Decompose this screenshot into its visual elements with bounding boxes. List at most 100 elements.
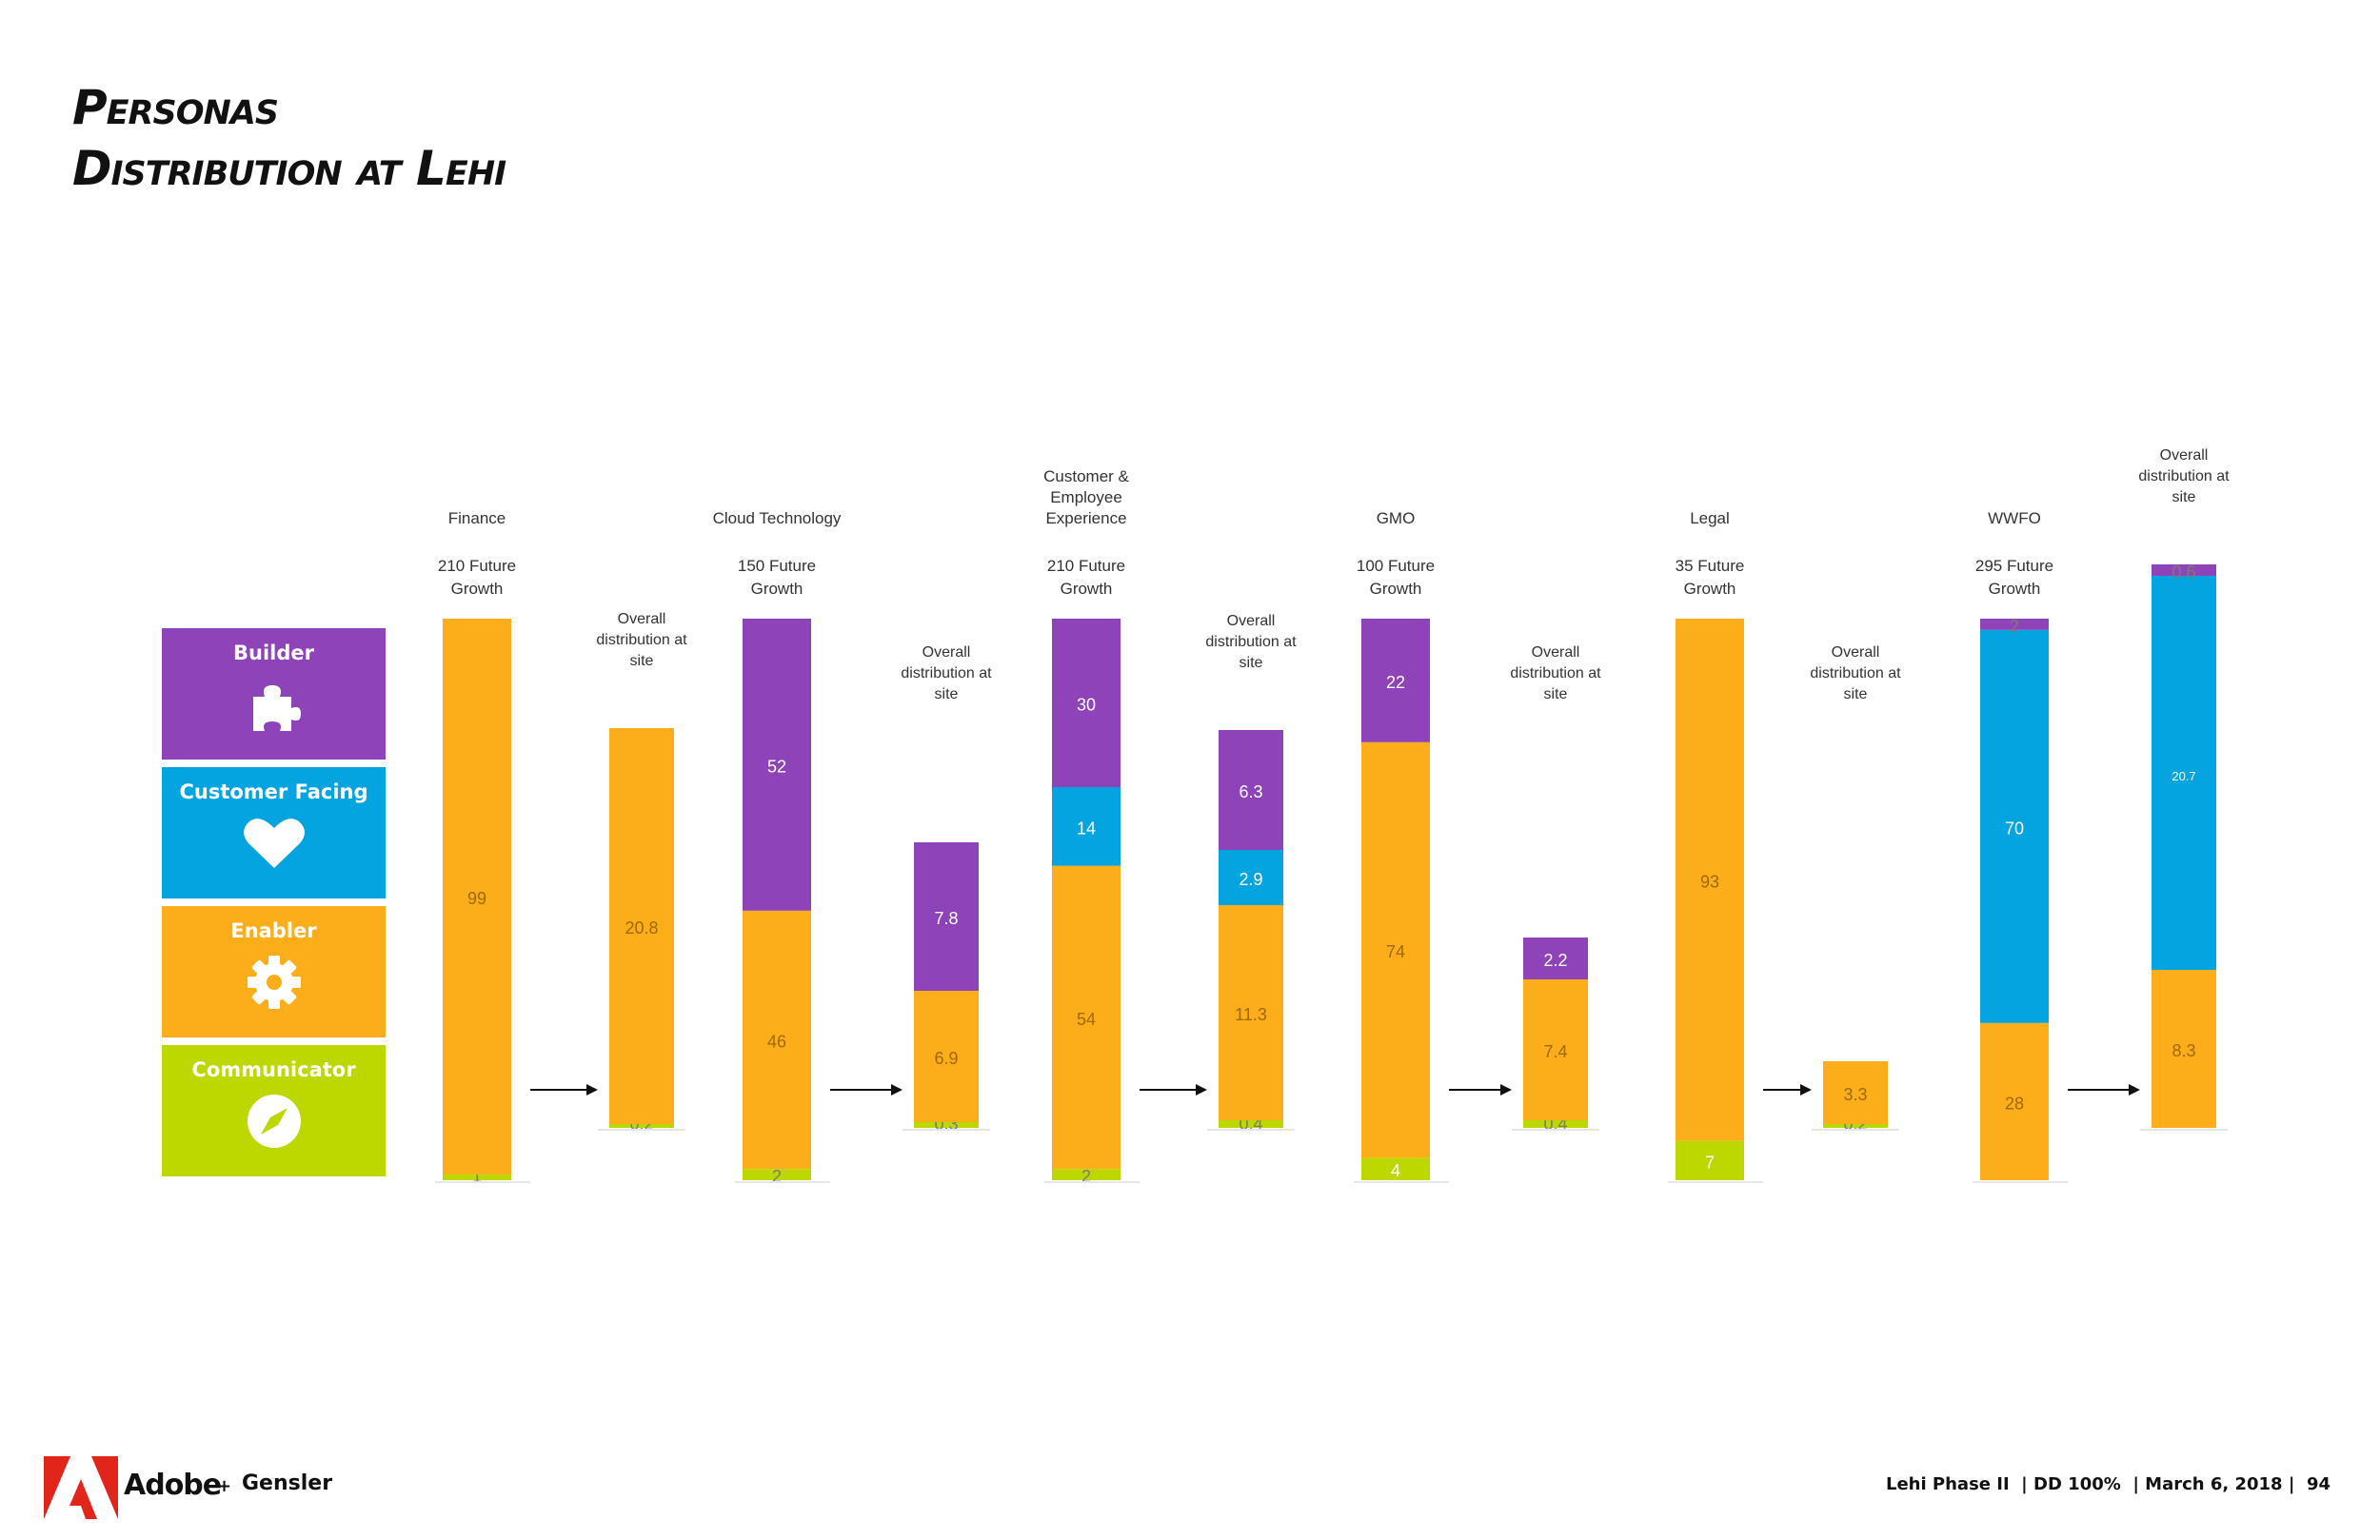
future-data-label: 2 xyxy=(1081,1167,1091,1186)
future-data-label: 22 xyxy=(1386,673,1405,692)
overall-bar-enabler xyxy=(609,728,674,1124)
overall-data-label: 0.6 xyxy=(2172,563,2195,582)
future-bar-builder xyxy=(1980,619,2049,630)
overall-data-label: 7.8 xyxy=(934,909,958,928)
overall-bar-communicator xyxy=(1523,1120,1588,1128)
gensler-wordmark: Gensler xyxy=(242,1471,333,1495)
future-bar-customer-facing xyxy=(1980,629,2049,1023)
future-bar-communicator xyxy=(1052,1169,1121,1180)
overall-label: site xyxy=(1240,655,1263,671)
future-bar-communicator xyxy=(443,1175,511,1180)
future-bar-enabler xyxy=(743,910,811,1170)
overall-label: Overall xyxy=(2160,447,2209,464)
growth-label: 100 Future xyxy=(1357,557,1435,575)
overall-bar-communicator xyxy=(914,1122,979,1128)
future-data-label: 46 xyxy=(767,1033,786,1052)
future-bar-builder xyxy=(1052,619,1121,787)
footer-plus: + xyxy=(217,1476,232,1496)
overall-label: distribution at xyxy=(2138,468,2230,484)
overall-data-label: 2.2 xyxy=(1543,951,1567,970)
overall-data-label: 3.3 xyxy=(1843,1085,1867,1104)
arrow-icon xyxy=(2129,1084,2140,1096)
overall-bar-enabler xyxy=(2152,970,2216,1128)
future-data-label: 14 xyxy=(1077,819,1096,838)
group-name-wwfo: WWFO xyxy=(1988,509,2041,527)
overall-label: distribution at xyxy=(1205,634,1297,650)
overall-bar-enabler xyxy=(1823,1061,1888,1124)
overall-label: distribution at xyxy=(596,632,687,648)
overall-data-label: 7.4 xyxy=(1543,1042,1567,1061)
overall-label: Overall xyxy=(618,611,666,627)
puzzle-icon xyxy=(252,685,301,731)
arrow-icon xyxy=(891,1084,902,1096)
overall-bar-communicator xyxy=(609,1124,674,1128)
legend-enabler: Enabler xyxy=(162,906,386,1037)
future-bar-enabler xyxy=(443,619,511,1175)
overall-data-label: 6.3 xyxy=(1239,782,1262,801)
overall-bar-customer-facing xyxy=(2152,576,2216,970)
overall-label: site xyxy=(1544,686,1568,702)
overall-label: distribution at xyxy=(1810,665,1901,681)
group-name-customer-employee-experience: Customer & xyxy=(1043,467,1129,485)
growth-label: Growth xyxy=(1989,580,2041,598)
arrow-icon xyxy=(586,1084,598,1096)
overall-bar-enabler xyxy=(914,991,979,1122)
group-name-cloud-technology: Cloud Technology xyxy=(713,509,842,527)
legend-label: Enabler xyxy=(230,919,317,942)
future-bar-communicator xyxy=(743,1169,811,1180)
legend-label: Communicator xyxy=(191,1058,356,1081)
legend-communicator: Communicator xyxy=(162,1045,386,1176)
future-bar-enabler xyxy=(1052,865,1121,1170)
future-data-label: 99 xyxy=(467,889,486,908)
page-title: Personas xyxy=(72,80,279,135)
growth-label: 150 Future xyxy=(738,557,816,575)
overall-bar-builder xyxy=(914,842,979,991)
legend-customer-facing: Customer Facing xyxy=(162,767,386,898)
growth-label: 35 Future xyxy=(1676,557,1745,575)
growth-label: Growth xyxy=(1370,580,1422,598)
overall-bar-communicator xyxy=(1823,1124,1888,1128)
growth-label: Growth xyxy=(451,580,504,598)
overall-bar-customer-facing xyxy=(1219,850,1283,905)
overall-label: distribution at xyxy=(901,665,992,681)
future-bar-enabler xyxy=(1676,619,1744,1141)
adobe-wordmark: Adobe xyxy=(124,1469,222,1502)
legend-label: Builder xyxy=(233,642,314,664)
future-data-label: 70 xyxy=(2005,819,2024,838)
overall-data-label: 11.3 xyxy=(1235,1005,1267,1024)
growth-label: 210 Future xyxy=(438,557,516,575)
group-name-customer-employee-experience: Employee xyxy=(1050,488,1122,506)
group-name-finance: Finance xyxy=(448,509,506,527)
growth-label: Growth xyxy=(1061,580,1113,598)
overall-bar-builder xyxy=(1219,730,1283,850)
future-bar-enabler xyxy=(1361,741,1430,1158)
overall-data-label: 20.8 xyxy=(625,918,658,938)
overall-data-label: 8.3 xyxy=(2172,1041,2195,1060)
future-data-label: 4 xyxy=(1391,1161,1400,1180)
gear-icon xyxy=(247,956,301,1009)
overall-bar-enabler xyxy=(1523,979,1588,1120)
growth-label: 295 Future xyxy=(1975,557,2053,575)
future-bar-communicator xyxy=(1676,1140,1744,1180)
future-data-label: 52 xyxy=(767,757,786,776)
overall-bar-enabler xyxy=(1219,905,1283,1120)
page-info: Lehi Phase II | DD 100% | March 6, 2018 … xyxy=(1885,1474,2330,1494)
growth-label: Growth xyxy=(751,580,803,598)
adobe-logo-icon xyxy=(44,1456,118,1519)
compass-icon xyxy=(247,1095,301,1148)
future-bar-builder xyxy=(1361,619,1430,742)
group-name-legal: Legal xyxy=(1690,509,1730,527)
overall-label: Overall xyxy=(922,644,971,661)
future-bar-communicator xyxy=(1361,1157,1430,1180)
legend-label: Customer Facing xyxy=(179,780,368,803)
arrow-icon xyxy=(1196,1084,1207,1096)
overall-label: Overall xyxy=(1532,644,1580,661)
future-data-label: 28 xyxy=(2005,1094,2024,1113)
arrow-icon xyxy=(1500,1084,1512,1096)
heart-icon xyxy=(243,819,305,868)
future-data-label: 7 xyxy=(1705,1153,1715,1172)
overall-label: Overall xyxy=(1227,613,1276,629)
overall-bar-communicator xyxy=(1219,1120,1283,1128)
future-data-label: 74 xyxy=(1386,942,1405,961)
